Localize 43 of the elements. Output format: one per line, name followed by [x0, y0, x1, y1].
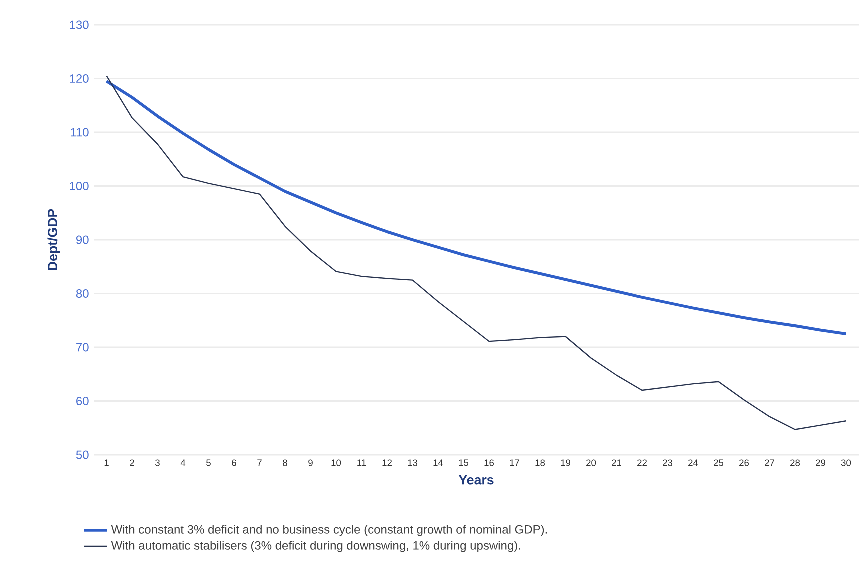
- y-tick-label: 60: [76, 396, 89, 406]
- x-tick-label: 1: [104, 460, 109, 466]
- y-tick-label: 50: [76, 450, 89, 460]
- x-tick-label: 29: [816, 460, 826, 466]
- x-tick-label: 25: [714, 460, 724, 466]
- x-tick-label: 14: [434, 460, 444, 466]
- y-tick-label: 120: [70, 74, 89, 83]
- x-tick-label: 17: [510, 460, 520, 466]
- y-axis-title: Dept/GDP: [48, 209, 60, 270]
- x-tick-label: 12: [382, 460, 392, 466]
- x-tick-label: 13: [408, 460, 418, 466]
- y-tick-label: 80: [76, 289, 89, 298]
- x-axis-title: Years: [458, 475, 494, 485]
- x-tick-label: 26: [740, 460, 750, 466]
- x-tick-label: 6: [232, 460, 236, 466]
- x-tick-label: 24: [688, 460, 698, 466]
- x-tick-label: 21: [612, 460, 622, 466]
- x-tick-label: 23: [663, 460, 673, 466]
- y-tick-label: 110: [71, 128, 89, 137]
- x-tick-label: 2: [130, 460, 134, 466]
- x-tick-label: 5: [206, 460, 211, 466]
- x-tick-label: 4: [180, 460, 186, 466]
- x-tick-label: 15: [459, 460, 469, 466]
- x-tick-label: 18: [536, 460, 546, 466]
- x-tick-label: 16: [484, 460, 494, 466]
- x-tick-label: 19: [561, 460, 570, 466]
- legend-label: With automatic stabilisers (3% deficit during downswing, 1% during upswing).: [111, 541, 520, 552]
- x-tick-label: 8: [283, 460, 288, 466]
- x-tick-label: 27: [765, 460, 774, 466]
- legend-label: With constant 3% deficit and no business cycle (constant growth of nominal GDP).: [111, 525, 548, 536]
- x-tick-label: 11: [358, 460, 366, 466]
- x-tick-label: 30: [841, 460, 852, 466]
- x-tick-label: 3: [156, 460, 160, 466]
- y-tick-label: 70: [76, 343, 89, 352]
- y-tick-label: 130: [70, 20, 89, 30]
- x-tick-label: 20: [586, 460, 596, 466]
- y-tick-label: 90: [76, 236, 89, 244]
- x-tick-label: 10: [332, 460, 342, 466]
- x-tick-label: 9: [308, 460, 313, 466]
- x-tick-label: 22: [638, 460, 647, 466]
- y-tick-label: 100: [70, 182, 89, 190]
- x-tick-label: 7: [258, 460, 262, 466]
- x-tick-label: 28: [790, 460, 800, 466]
